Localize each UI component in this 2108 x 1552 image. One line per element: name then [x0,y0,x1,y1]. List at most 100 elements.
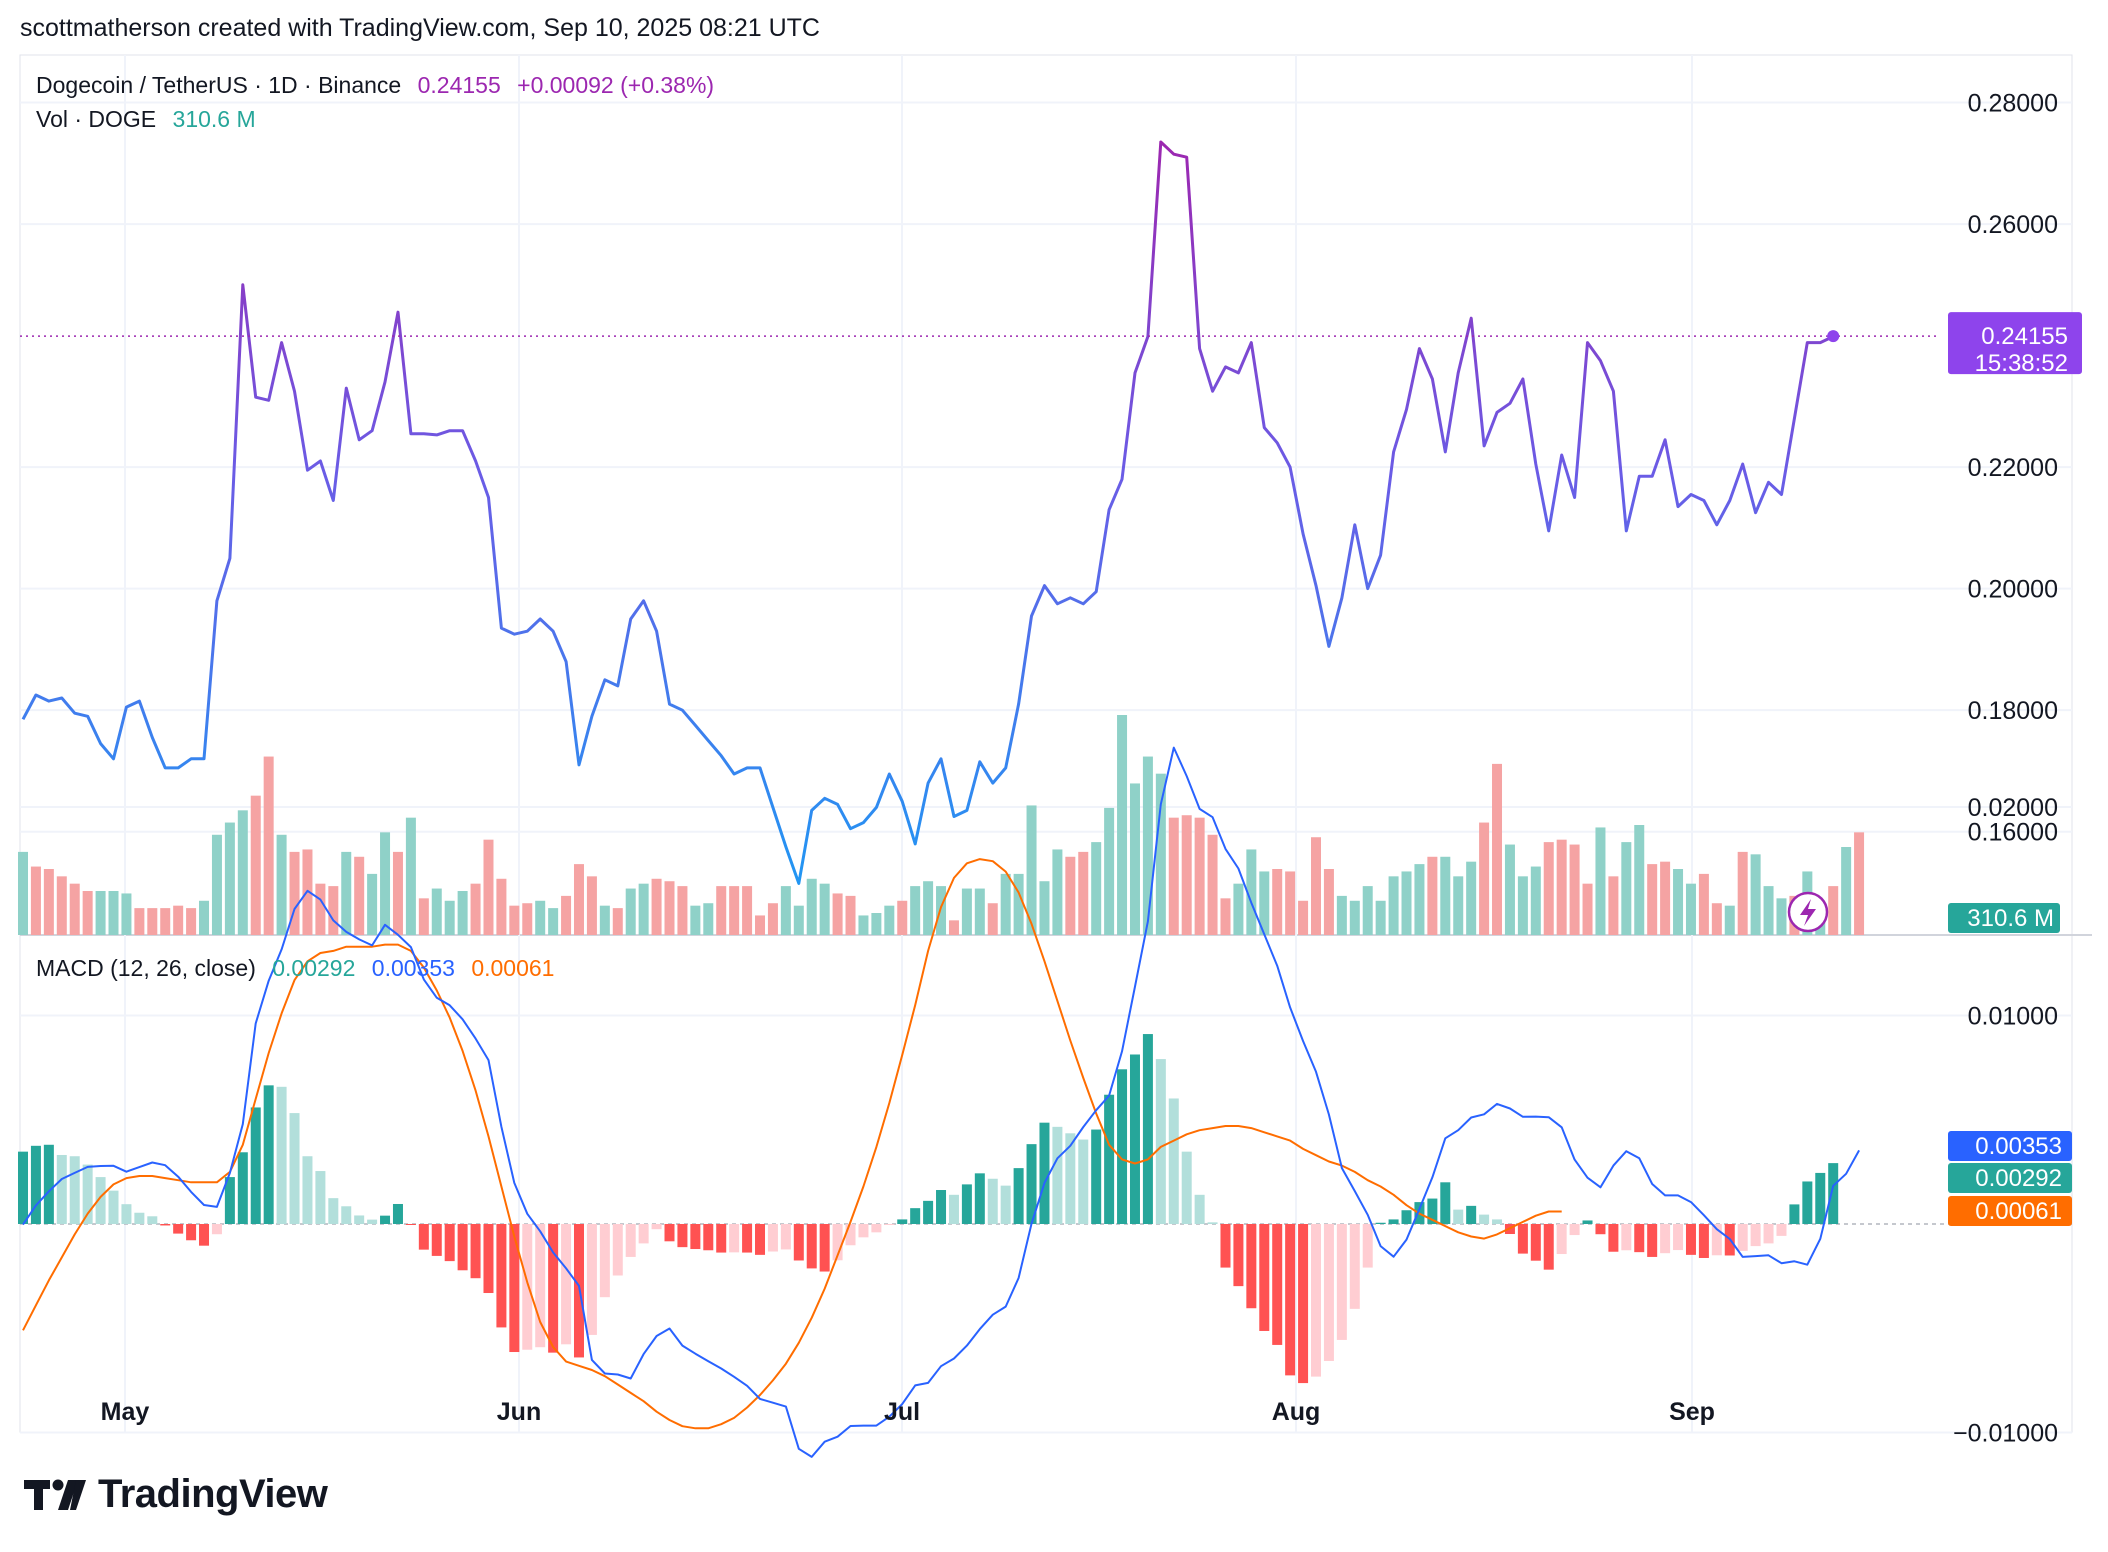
macd-histogram-bar [43,1144,54,1224]
macd-histogram-value: 0.00292 [272,955,356,981]
macd-histogram-bar [1569,1224,1580,1236]
macd-histogram-bar [1298,1224,1309,1384]
volume-bar [1039,881,1050,935]
macd-histogram-bar [1052,1126,1063,1224]
macd-signal-value: 0.00061 [471,955,555,981]
volume-bar [806,878,817,935]
macd-histogram-bar [250,1107,261,1224]
macd-histogram-bar [30,1145,41,1224]
volume-bar [354,856,365,935]
price-tick-label: 0.16000 [1968,819,2058,847]
volume-bar [561,895,572,935]
macd-tag-value: 0.00061 [1975,1198,2062,1225]
macd-histogram-bar [987,1178,998,1224]
volume-bar [1220,898,1231,935]
macd-histogram-bar [1608,1224,1619,1252]
volume-bar [289,851,300,935]
countdown-timer: 15:38:52 [1975,350,2068,377]
macd-histogram-bar [884,1224,895,1225]
last-price-tag-value: 0.24155 [1981,323,2068,350]
macd-histogram-bar [1259,1224,1270,1331]
macd-histogram-bar [1543,1224,1554,1270]
macd-tick-label: 0.02000 [1968,794,2058,822]
macd-histogram-bar [1466,1205,1477,1224]
macd-histogram-bar [160,1224,171,1226]
volume-bar [573,864,584,935]
volume-bar [173,905,184,935]
macd-histogram-bar [625,1224,636,1257]
volume-bar [1207,834,1218,935]
macd-histogram-bar [1142,1034,1153,1224]
volume-bar [961,888,972,935]
volume-bar [819,883,830,935]
macd-histogram-bar [599,1224,610,1298]
volume-bar [1841,847,1852,935]
macd-tick-label: −0.01000 [1953,1420,2058,1448]
macd-histogram-bar [1181,1151,1192,1224]
macd-histogram-bar [1517,1224,1528,1254]
macd-histogram-bar [948,1194,959,1224]
macd-histogram-bar [832,1224,843,1261]
macd-histogram-bar [405,1224,416,1225]
volume-bar [1104,807,1115,935]
volume-bar [586,876,597,935]
price-tick-label: 0.22000 [1968,454,2058,482]
volume-bar [793,905,804,935]
volume-bar [1427,856,1438,935]
macd-tick-label: 0.01000 [1968,1003,2058,1031]
volume-bar [263,756,274,935]
volume-bar [845,895,856,935]
volume-bar [341,851,352,935]
macd-histogram-bar [1375,1222,1386,1224]
volume-title[interactable]: Vol · DOGE [36,106,157,132]
macd-histogram-bar [276,1086,287,1224]
price-tick-label: 0.20000 [1968,576,2058,604]
volume-bar [1634,825,1645,935]
macd-histogram-bar [237,1152,248,1224]
volume-bar [1388,876,1399,935]
volume-bar [767,903,778,935]
macd-histogram-bar [1272,1224,1283,1345]
volume-bar [56,876,67,935]
macd-histogram-bar [1220,1224,1231,1268]
macd-histogram-bar [1336,1224,1347,1340]
last-price-tag [1948,312,2082,375]
macd-histogram-bar [586,1224,597,1335]
macd-histogram-bar [431,1224,442,1256]
symbol-title[interactable]: Dogecoin / TetherUS · 1D · Binance [36,72,402,98]
volume-bar [30,866,41,935]
volume-bar [1724,905,1735,935]
macd-histogram-bar [1556,1224,1567,1255]
macd-histogram-bar [186,1224,197,1241]
volume-bar [1233,883,1244,935]
macd-histogram-bar [742,1224,753,1253]
macd-tag [1948,1131,2072,1161]
volume-bar [1750,854,1761,935]
volume-bar [1466,861,1477,935]
volume-bar [884,905,895,935]
macd-histogram-bar [69,1156,80,1224]
macd-histogram-bar [1492,1219,1503,1224]
macd-histogram-bar [18,1151,28,1224]
volume-bar [224,822,235,935]
macd-histogram-bar [354,1215,365,1224]
volume-bar [328,886,339,935]
volume-bar [742,886,753,935]
macd-histogram-bar [793,1224,804,1261]
tradingview-brand[interactable]: TradingView [24,1472,328,1517]
macd-histogram-bar [1207,1222,1218,1224]
macd-histogram-bar [1078,1139,1089,1224]
volume-bar [380,832,391,935]
macd-histogram-bar [535,1224,546,1348]
macd-histogram-bar [1246,1224,1257,1309]
price-change: +0.00092 (+0.38%) [517,72,715,98]
macd-histogram-bar [1737,1224,1748,1251]
macd-title[interactable]: MACD (12, 26, close) [36,955,256,981]
volume-bar [548,908,559,935]
volume-bar [82,891,93,935]
volume-bar [186,908,197,935]
macd-histogram-bar [1117,1069,1128,1224]
chart-canvas[interactable]: May Jun Jul Aug Sep 0.28000 0.26000 0.22000 0.20… [0,0,2108,1460]
macd-histogram-bar [651,1224,662,1230]
